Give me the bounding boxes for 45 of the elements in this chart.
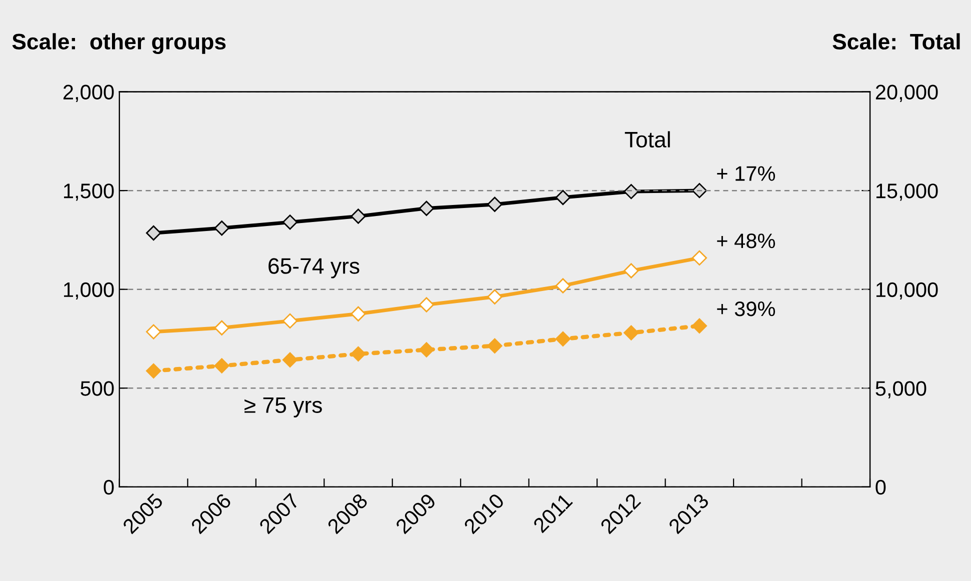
y2-tick-label: 15,000 <box>876 184 938 201</box>
y2-tick-label: 5,000 <box>876 381 926 398</box>
y2-tick-label: 0 <box>876 480 886 495</box>
point <box>555 331 571 346</box>
point <box>555 278 571 294</box>
y2-tick-label: 10,000 <box>876 282 938 300</box>
point <box>146 363 162 378</box>
point <box>214 320 230 336</box>
series-label: 65-74 yrs <box>268 258 360 278</box>
annotation: + 17% <box>717 166 776 181</box>
point <box>624 184 639 200</box>
y-tick-label: 500 <box>80 381 114 396</box>
point <box>692 318 707 334</box>
point <box>487 338 502 354</box>
point <box>487 196 502 212</box>
y-tick-label: 1,000 <box>64 282 114 300</box>
series-label: Total <box>624 131 670 148</box>
point <box>282 214 298 230</box>
point <box>282 352 298 368</box>
y-tick-label: 0 <box>104 480 114 495</box>
point <box>692 183 707 198</box>
series-label: ≥ 75 yrs <box>244 397 322 418</box>
point <box>624 325 639 340</box>
point <box>624 263 639 278</box>
point <box>282 313 298 329</box>
point <box>418 297 434 312</box>
point <box>418 342 434 358</box>
y-axis-title: Scale: other groups <box>12 33 226 54</box>
annotation: + 39% <box>717 301 776 316</box>
y2-tick-label: 20,000 <box>876 84 938 102</box>
point <box>692 250 707 266</box>
y2-axis-title: Scale: Total <box>832 33 960 50</box>
point <box>214 358 230 374</box>
point <box>214 220 230 236</box>
point <box>146 225 162 241</box>
point <box>555 190 571 206</box>
point <box>350 346 366 362</box>
point <box>487 289 502 304</box>
annotation: + 48% <box>717 234 776 248</box>
y-tick-label: 2,000 <box>63 84 114 102</box>
point <box>418 200 434 216</box>
point <box>146 324 162 340</box>
point <box>350 208 366 224</box>
y-tick-label: 1,500 <box>64 184 114 201</box>
point <box>350 306 366 322</box>
